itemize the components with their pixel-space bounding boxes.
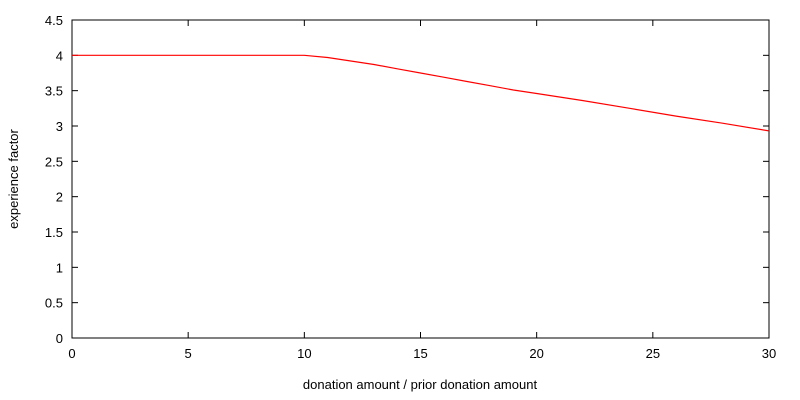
x-axis-label: donation amount / prior donation amount xyxy=(303,377,538,392)
x-tick-label: 20 xyxy=(529,346,543,361)
y-axis-label: experience factor xyxy=(6,128,21,228)
x-tick-label: 30 xyxy=(762,346,776,361)
y-tick-label: 3 xyxy=(56,119,63,134)
y-tick-label: 4.5 xyxy=(45,13,63,28)
y-tick-label: 1.5 xyxy=(45,225,63,240)
y-tick-label: 4 xyxy=(56,48,63,63)
x-tick-label: 5 xyxy=(185,346,192,361)
series-layer xyxy=(72,54,770,132)
plot-frame xyxy=(71,19,770,339)
y-tick-label: 2 xyxy=(56,190,63,205)
x-tick-label: 25 xyxy=(646,346,660,361)
x-tick-label: 15 xyxy=(413,346,427,361)
ticks: 0 5 10 15 20 25 30 0 0.5 1 1.5 2 2.5 3 3.5 4 4.5 xyxy=(45,13,776,361)
series-line xyxy=(72,54,770,132)
y-tick-label: 0 xyxy=(56,331,63,346)
y-tick-label: 3.5 xyxy=(45,84,63,99)
y-tick-label: 0.5 xyxy=(45,296,63,311)
x-tick-label: 0 xyxy=(68,346,75,361)
x-tick-label: 10 xyxy=(297,346,311,361)
y-tick-label: 2.5 xyxy=(45,154,63,169)
y-tick-label: 1 xyxy=(56,260,63,275)
